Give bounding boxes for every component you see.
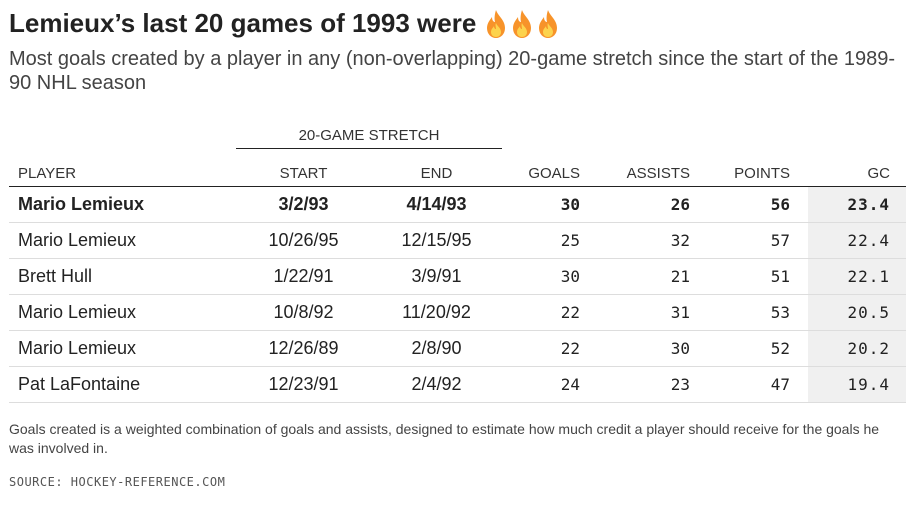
cell-assists: 26 [598, 186, 708, 223]
cell-end: 4/14/93 [370, 186, 503, 223]
cell-player: Mario Lemieux [9, 222, 237, 259]
cell-points: 52 [708, 330, 808, 367]
cell-points: 56 [708, 186, 808, 223]
group-header-20-game-stretch: 20-GAME STRETCH [236, 127, 502, 149]
col-header-goals: GOALS [503, 152, 598, 187]
cell-end: 12/15/95 [370, 222, 503, 259]
cell-player: Mario Lemieux [9, 186, 237, 223]
col-header-gc: GC [808, 152, 906, 187]
col-header-assists: ASSISTS [598, 152, 708, 187]
cell-goals: 25 [503, 222, 598, 259]
cell-goals: 30 [503, 186, 598, 223]
table-row: Mario Lemieux 12/26/89 2/8/90 22 30 52 2… [9, 330, 906, 367]
cell-start: 1/22/91 [237, 258, 370, 295]
cell-assists: 30 [598, 330, 708, 367]
fire-icon [487, 9, 506, 38]
source-line: SOURCE: HOCKEY-REFERENCE.COM [9, 475, 226, 489]
cell-player: Brett Hull [9, 258, 237, 295]
cell-start: 10/8/92 [237, 294, 370, 331]
cell-assists: 21 [598, 258, 708, 295]
cell-goals: 30 [503, 258, 598, 295]
cell-points: 51 [708, 258, 808, 295]
cell-points: 53 [708, 294, 808, 331]
table-row: Mario Lemieux 10/8/92 11/20/92 22 31 53 … [9, 294, 906, 331]
cell-gc: 19.4 [808, 366, 906, 403]
cell-assists: 23 [598, 366, 708, 403]
chart-title: Lemieux’s last 20 games of 1993 were [9, 8, 562, 39]
cell-start: 10/26/95 [237, 222, 370, 259]
cell-start: 3/2/93 [237, 186, 370, 223]
fire-icon [539, 9, 558, 38]
cell-points: 47 [708, 366, 808, 403]
cell-assists: 32 [598, 222, 708, 259]
col-header-player: PLAYER [9, 152, 237, 187]
cell-gc: 22.1 [808, 258, 906, 295]
cell-end: 11/20/92 [370, 294, 503, 331]
cell-start: 12/23/91 [237, 366, 370, 403]
col-header-end: END [370, 152, 503, 187]
cell-goals: 22 [503, 330, 598, 367]
cell-start: 12/26/89 [237, 330, 370, 367]
table-row: Mario Lemieux 3/2/93 4/14/93 30 26 56 23… [9, 186, 906, 223]
cell-gc: 22.4 [808, 222, 906, 259]
cell-end: 3/9/91 [370, 258, 503, 295]
fire-icons [484, 9, 562, 39]
col-header-start: START [237, 152, 370, 187]
cell-assists: 31 [598, 294, 708, 331]
cell-points: 57 [708, 222, 808, 259]
cell-player: Mario Lemieux [9, 330, 237, 367]
fire-icon [513, 9, 532, 38]
table-header-row: PLAYER START END GOALS ASSISTS POINTS GC [9, 152, 906, 187]
footnote: Goals created is a weighted combination … [9, 421, 880, 456]
cell-goals: 22 [503, 294, 598, 331]
chart-subtitle: Most goals created by a player in any (n… [9, 48, 896, 94]
chart-title-text: Lemieux’s last 20 games of 1993 were [9, 8, 477, 38]
cell-end: 2/8/90 [370, 330, 503, 367]
cell-goals: 24 [503, 366, 598, 403]
stats-table: PLAYER START END GOALS ASSISTS POINTS GC… [9, 152, 906, 403]
col-header-points: POINTS [708, 152, 808, 187]
cell-gc: 20.5 [808, 294, 906, 331]
table-row: Pat LaFontaine 12/23/91 2/4/92 24 23 47 … [9, 366, 906, 403]
table-row: Brett Hull 1/22/91 3/9/91 30 21 51 22.1 [9, 258, 906, 295]
cell-player: Mario Lemieux [9, 294, 237, 331]
table-row: Mario Lemieux 10/26/95 12/15/95 25 32 57… [9, 222, 906, 259]
cell-player: Pat LaFontaine [9, 366, 237, 403]
cell-end: 2/4/92 [370, 366, 503, 403]
cell-gc: 20.2 [808, 330, 906, 367]
cell-gc: 23.4 [808, 186, 906, 223]
